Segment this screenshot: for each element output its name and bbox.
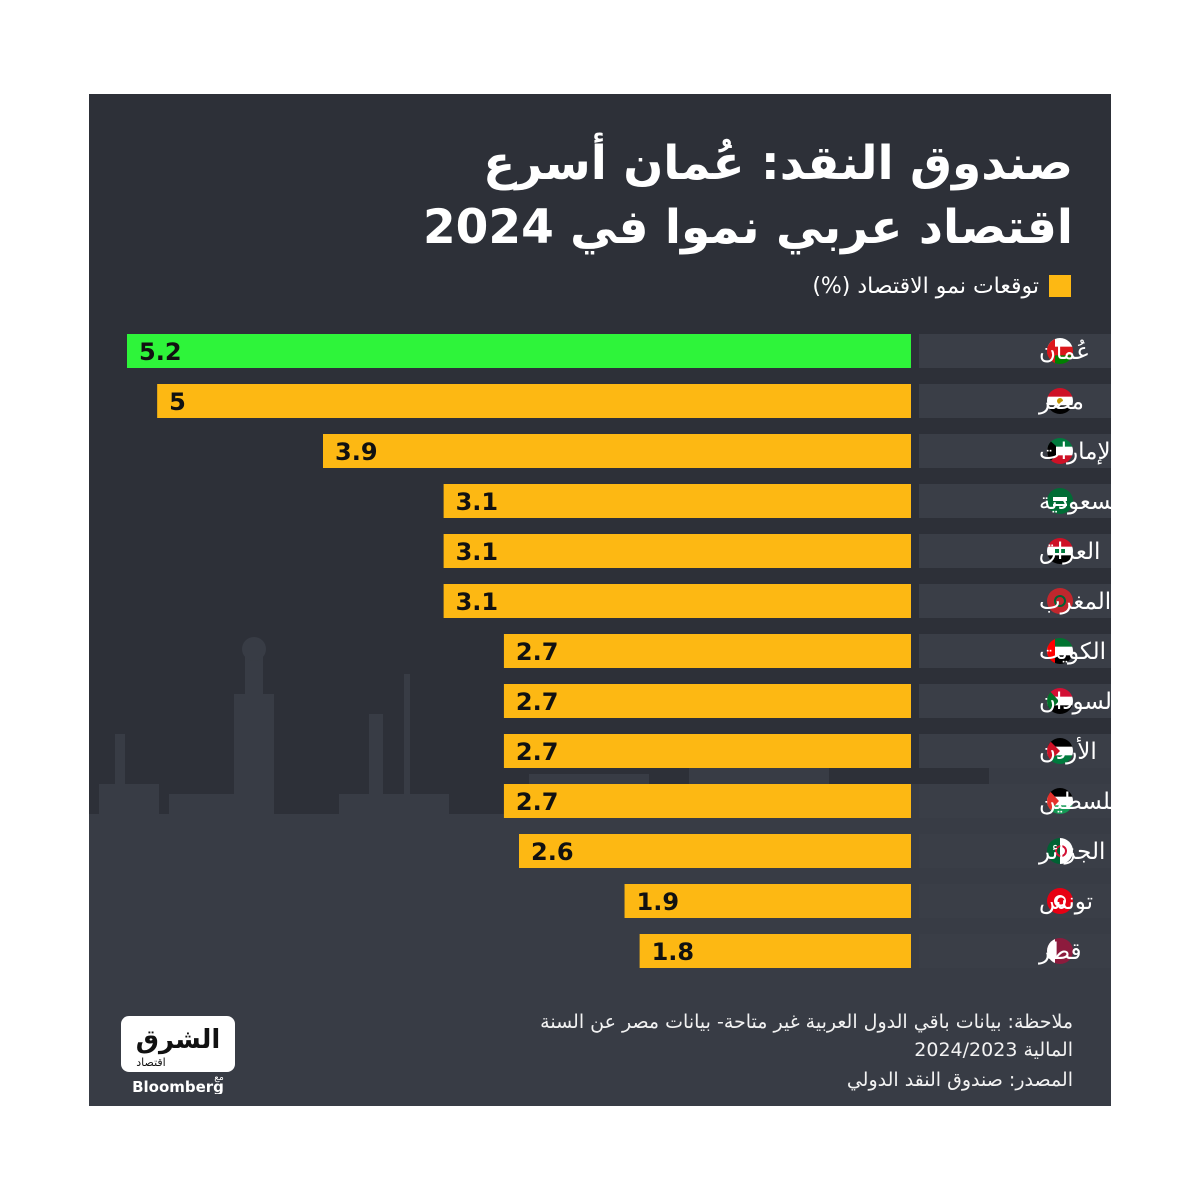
bar-row: 3.9 الإمارات — [323, 434, 1111, 468]
uae-flag — [1047, 638, 1073, 664]
data-label: 2.6 — [531, 838, 574, 866]
bar-row: 2.7 فلسطين — [503, 784, 1111, 818]
logo-with: مع — [214, 1073, 224, 1083]
bar — [519, 834, 911, 868]
kuwait-flag — [1047, 438, 1073, 464]
logo-partner: Bloomberg — [132, 1078, 224, 1094]
bar — [443, 534, 911, 568]
category-label: قطر — [1038, 939, 1082, 965]
bar-row: 3.1 المغرب — [443, 584, 1111, 618]
algeria-flag — [1047, 838, 1073, 864]
bar — [157, 384, 912, 418]
data-label: 2.7 — [516, 688, 559, 716]
category-label: المغرب — [1039, 589, 1111, 615]
category-background — [919, 884, 1111, 918]
category-background — [919, 334, 1111, 368]
category-background — [919, 734, 1111, 768]
data-label: 2.7 — [516, 738, 559, 766]
bar — [443, 584, 911, 618]
bar — [323, 434, 911, 468]
logo-sub: اقتصاد — [136, 1056, 165, 1069]
legend-label: توقعات نمو الاقتصاد (%) — [812, 273, 1039, 299]
sudan-flag — [1047, 688, 1073, 714]
source-text: المصدر: صندوق النقد الدولي — [846, 1069, 1073, 1091]
bar-row: 2.6 الجزائر — [519, 834, 1111, 868]
data-label: 1.8 — [652, 938, 695, 966]
category-label: مصر — [1038, 389, 1084, 415]
bar-row: 2.7 السودان — [503, 684, 1111, 718]
note-line-1: ملاحظة: بيانات باقي الدول العربية غير مت… — [540, 1011, 1073, 1033]
data-label: 3.1 — [456, 588, 499, 616]
category-background — [919, 434, 1111, 468]
category-background — [919, 784, 1111, 818]
bar-row: 1.9 تونس — [624, 884, 1111, 918]
category-background — [919, 834, 1111, 868]
bar — [503, 634, 911, 668]
category-background — [919, 584, 1111, 618]
category-label: تونس — [1039, 889, 1093, 915]
egypt-flag — [1047, 388, 1073, 414]
category-background — [919, 534, 1111, 568]
data-label: 5 — [169, 388, 186, 416]
category-background — [919, 934, 1111, 968]
title-line-2: اقتصاد عربي نموا في 2024 — [422, 200, 1073, 255]
qatar-flag — [1047, 938, 1073, 964]
bar-row: 1.8 قطر — [639, 934, 1111, 968]
morocco-flag — [1047, 588, 1073, 614]
asharq-bloomberg-logo: الشرق اقتصاد مع Bloomberg — [121, 1016, 235, 1094]
bar — [639, 934, 911, 968]
category-label: فلسطين — [1039, 789, 1111, 815]
data-label: 3.9 — [335, 438, 378, 466]
bar-chart: 5.2 عُمان 5 مصر 3.9 الإمارات 3.1 السعودية 3.1 الع… — [127, 334, 1111, 968]
bar-row: 2.7 الكويت — [503, 634, 1111, 668]
bar — [503, 684, 911, 718]
palestine-flag — [1047, 788, 1073, 814]
bar — [127, 334, 911, 368]
category-background — [919, 384, 1111, 418]
data-label: 2.7 — [516, 788, 559, 816]
bar-row: 5 مصر — [157, 384, 1111, 418]
legend-swatch — [1049, 275, 1071, 297]
note-line-2: المالية 2024/2023 — [914, 1039, 1073, 1061]
category-background — [919, 634, 1111, 668]
jordan-flag — [1047, 738, 1073, 764]
bar-row: 3.1 السعودية — [443, 484, 1111, 518]
bar-row: 3.1 العراق — [443, 534, 1111, 568]
bar-row: 2.7 الأردن — [503, 734, 1111, 768]
bar — [624, 884, 911, 918]
bar-row: 5.2 عُمان — [127, 334, 1111, 368]
infographic-card: صندوق النقد: عُمان أسرع اقتصاد عربي نموا… — [89, 94, 1111, 1106]
oman-flag — [1047, 338, 1073, 364]
data-label: 2.7 — [516, 638, 559, 666]
bar — [443, 484, 911, 518]
logo-name: الشرق — [136, 1025, 221, 1055]
data-label: 3.1 — [456, 488, 499, 516]
category-label: عُمان — [1039, 339, 1090, 365]
data-label: 3.1 — [456, 538, 499, 566]
category-background — [919, 684, 1111, 718]
bar — [503, 734, 911, 768]
bar — [503, 784, 911, 818]
data-label: 5.2 — [139, 338, 182, 366]
category-label: الجزائر — [1038, 839, 1105, 865]
category-background — [919, 484, 1111, 518]
category-label: السعودية — [1039, 489, 1111, 515]
category-label: الأردن — [1039, 737, 1097, 765]
category-label: الإمارات — [1039, 439, 1111, 465]
tunisia-flag — [1047, 888, 1073, 914]
category-label: السودان — [1039, 689, 1111, 715]
title-line-1: صندوق النقد: عُمان أسرع — [483, 136, 1073, 191]
data-label: 1.9 — [637, 888, 680, 916]
iraq-flag — [1047, 538, 1073, 564]
category-label: العراق — [1039, 539, 1100, 565]
legend: توقعات نمو الاقتصاد (%) — [812, 272, 1071, 300]
category-label: الكويت — [1039, 639, 1106, 665]
saudi-flag — [1047, 488, 1073, 514]
